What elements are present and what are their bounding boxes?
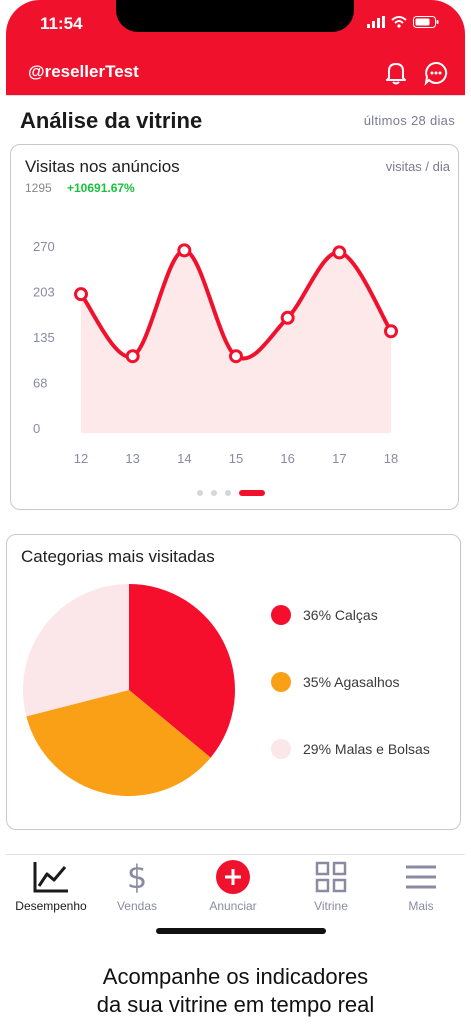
y-tick-label: 68 (33, 376, 47, 391)
tab-label: Mais (408, 899, 434, 913)
title-row: Análise da vitrine últimos 28 dias (6, 95, 465, 141)
battery-icon (413, 16, 439, 28)
signal-icon (367, 16, 385, 28)
visits-card-title: Visitas nos anúncios (25, 157, 180, 176)
data-point (177, 243, 192, 258)
x-tick-label: 17 (332, 451, 346, 466)
bell-icon[interactable] (383, 60, 409, 86)
tab-label: Anunciar (209, 899, 257, 913)
tab-label: Desempenho (15, 899, 87, 913)
page-title: Análise da vitrine (20, 108, 203, 133)
pager-dot[interactable] (197, 490, 203, 496)
caption-line-1: Acompanhe os indicadores (102, 964, 369, 989)
legend-item: 36% Calças (271, 605, 430, 625)
home-indicator (156, 928, 326, 934)
y-tick-label: 270 (33, 239, 55, 254)
app-header: 11:54 @resellerTest (6, 0, 465, 95)
legend-item: 35% Agasalhos (271, 672, 430, 692)
categories-pie-chart (22, 584, 235, 796)
tab-mais[interactable]: Mais (376, 859, 465, 913)
y-tick-label: 203 (33, 285, 55, 300)
caption-line-2: da sua vitrine em tempo real (96, 992, 375, 1017)
plus-circle-icon (188, 859, 278, 895)
x-tick-label: 12 (74, 451, 88, 466)
tab-desempenho[interactable]: Desempenho (6, 859, 96, 913)
x-tick-label: 15 (229, 451, 243, 466)
grid-icon (286, 859, 376, 895)
tab-label: Vendas (116, 899, 158, 913)
y-tick-label: 0 (33, 421, 40, 436)
data-point (125, 349, 140, 364)
legend-label: 29% Malas e Bolsas (303, 741, 430, 757)
pager-dot[interactable] (239, 490, 265, 496)
tab-anunciar[interactable]: Anunciar (188, 859, 278, 913)
pie-slice (22, 584, 130, 717)
legend-swatch (271, 605, 291, 625)
categories-card-title: Categorias mais visitadas (21, 547, 215, 566)
data-point (332, 245, 347, 260)
line-chart-icon (6, 859, 96, 895)
legend-label: 35% Agasalhos (303, 674, 400, 690)
x-tick-label: 13 (125, 451, 139, 466)
pie-slice (129, 584, 235, 758)
dollar-icon: $ (126, 858, 148, 896)
device-notch (116, 0, 354, 32)
categories-card: Categorias mais visitadas 36% Calças 35% … (6, 534, 461, 830)
status-time: 11:54 (40, 14, 83, 33)
legend-swatch (271, 672, 291, 692)
visits-growth: +10691.67% (67, 181, 135, 195)
data-point (74, 287, 88, 302)
legend-swatch (271, 739, 291, 759)
visits-unit: visitas / dia (385, 159, 450, 174)
visits-line-chart: 0 68 135 203 270 12 13 14 15 16 17 18 (33, 239, 398, 466)
promo-caption: Acompanhe os indicadores da sua vitrine … (0, 963, 471, 1019)
chart-pager (197, 490, 265, 496)
pager-dot[interactable] (225, 490, 231, 496)
store-handle: @resellerTest (28, 62, 139, 81)
data-point (384, 324, 398, 339)
legend-item: 29% Malas e Bolsas (271, 739, 430, 759)
x-tick-label: 14 (177, 451, 191, 466)
series-area (81, 250, 391, 433)
data-point (229, 349, 243, 364)
y-tick-label: 135 (33, 330, 55, 345)
chat-icon[interactable] (423, 60, 449, 86)
pie-slice (26, 690, 211, 796)
phone-screen: 11:54 @resellerTest Análise da vitrine ú… (6, 0, 465, 950)
tab-label: Vitrine (314, 899, 348, 913)
status-icons (367, 16, 439, 28)
visits-card[interactable]: Visitas nos anúncios visitas / dia 1295 … (10, 144, 459, 510)
tab-vendas[interactable]: $ Vendas (92, 858, 182, 913)
pager-dot[interactable] (211, 490, 217, 496)
wifi-icon (391, 16, 407, 28)
tab-vitrine[interactable]: Vitrine (286, 859, 376, 913)
period-selector[interactable]: últimos 28 dias (363, 113, 455, 128)
header-actions (383, 60, 449, 86)
data-point (280, 310, 295, 325)
x-tick-label: 16 (280, 451, 294, 466)
bottom-tab-bar: Desempenho $ Vendas Anunciar Vitrine Mai… (6, 854, 465, 950)
menu-icon (376, 859, 465, 895)
visits-total: 1295 (25, 181, 52, 195)
legend-label: 36% Calças (303, 607, 378, 623)
x-tick-label: 18 (384, 451, 398, 466)
categories-legend: 36% Calças 35% Agasalhos 29% Malas e Bolsa… (271, 605, 430, 806)
